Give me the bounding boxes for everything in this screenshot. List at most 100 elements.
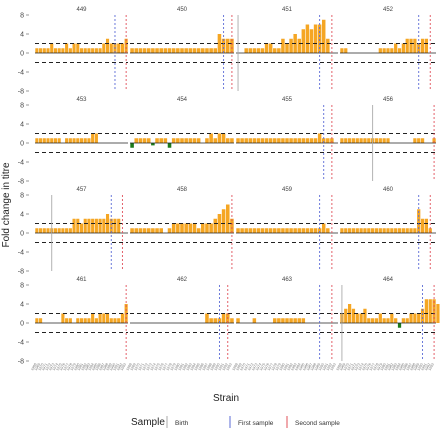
bar	[105, 38, 110, 53]
y-tick-label: 4	[20, 212, 24, 219]
legend-label: Second sample	[295, 420, 340, 427]
x-tick-label: 1989	[413, 362, 420, 371]
x-tick-label: 1992	[221, 363, 228, 372]
x-tick-label: 1975	[153, 363, 160, 372]
bar	[340, 228, 344, 233]
x-tick-label: 1970	[37, 362, 44, 371]
bar	[217, 34, 222, 53]
bar	[355, 228, 359, 233]
bar	[401, 228, 405, 233]
bar	[159, 138, 163, 143]
x-tick-label: 1973	[251, 363, 258, 372]
x-tick-label: 1993	[428, 362, 435, 371]
x-tick-label: 1991	[217, 363, 224, 372]
bar	[134, 228, 139, 233]
x-tick-label: 1989	[209, 363, 216, 372]
x-tick-label: 1990	[213, 363, 220, 372]
bar	[53, 228, 58, 233]
bar	[428, 299, 432, 323]
y-axis-title: Fold change in titre	[1, 162, 12, 247]
x-tick-label: 1972	[141, 363, 148, 372]
bar	[57, 138, 61, 143]
bar	[61, 228, 65, 233]
bar	[151, 143, 155, 146]
bar	[130, 228, 134, 233]
bar	[374, 228, 379, 233]
x-tick-label: 1980	[173, 363, 180, 372]
bar	[142, 48, 147, 53]
bar	[268, 138, 273, 143]
bar	[151, 228, 155, 233]
x-tick-label: 1986	[197, 363, 204, 372]
x-tick-label: 1969	[129, 363, 136, 372]
bar	[225, 38, 230, 53]
panel-453: 453	[35, 97, 128, 153]
y-tick-label: -4	[18, 250, 24, 257]
bar	[281, 38, 285, 53]
bar	[146, 228, 151, 233]
bar	[134, 48, 139, 53]
bar	[209, 318, 213, 323]
bar	[87, 48, 91, 53]
bar	[371, 228, 375, 233]
x-tick-label: 1974	[357, 363, 364, 372]
bar	[184, 138, 188, 143]
bar	[87, 218, 91, 233]
bar	[417, 138, 421, 143]
bar	[83, 218, 87, 233]
x-tick-label: 1985	[298, 362, 305, 371]
panel-457: 457	[35, 187, 128, 271]
bar	[138, 228, 143, 233]
bar	[167, 228, 172, 233]
legend-label: Birth	[175, 420, 189, 427]
bar	[236, 138, 240, 143]
bar	[209, 133, 213, 143]
x-tick-label: 1978	[372, 363, 379, 372]
bar	[256, 228, 261, 233]
bar	[35, 318, 39, 323]
x-tick-label: 1973	[145, 363, 152, 372]
bar	[313, 24, 318, 53]
bar	[94, 318, 98, 323]
bar	[120, 313, 124, 323]
bar	[94, 218, 98, 233]
y-tick-label: -8	[18, 89, 24, 96]
panel-451: 451	[236, 7, 338, 91]
panel-449: 449	[35, 7, 128, 91]
x-tick-label: 1975	[55, 363, 62, 372]
bar	[382, 228, 386, 233]
bar	[268, 43, 273, 53]
bar	[256, 138, 261, 143]
bar	[76, 218, 80, 233]
bar	[248, 48, 253, 53]
panel-title: 462	[177, 277, 188, 283]
x-tick-label: 1985	[398, 363, 405, 372]
bar	[424, 218, 429, 233]
bar	[171, 138, 176, 143]
bar	[98, 313, 102, 323]
x-tick-label: 1974	[149, 363, 156, 372]
bar	[309, 29, 314, 53]
bar	[76, 43, 80, 53]
bar	[321, 223, 326, 233]
x-tick-label: 1977	[267, 363, 274, 372]
bar	[171, 48, 176, 53]
bar	[124, 38, 128, 53]
panel-title: 461	[76, 277, 87, 283]
bar	[340, 48, 344, 53]
panel-464: 464	[340, 277, 440, 361]
x-tick-label: 1992	[424, 362, 431, 371]
bar	[117, 218, 121, 233]
panel-title: 458	[177, 187, 188, 193]
bar	[351, 308, 356, 323]
bar	[155, 48, 159, 53]
y-tick-label: 8	[20, 103, 24, 110]
panel-title: 453	[76, 97, 87, 103]
bar	[109, 318, 113, 323]
bar	[367, 138, 371, 143]
bar	[244, 138, 248, 143]
bar	[65, 228, 69, 233]
bar	[163, 48, 168, 53]
bar	[213, 48, 218, 53]
panel-title: 463	[282, 277, 293, 283]
